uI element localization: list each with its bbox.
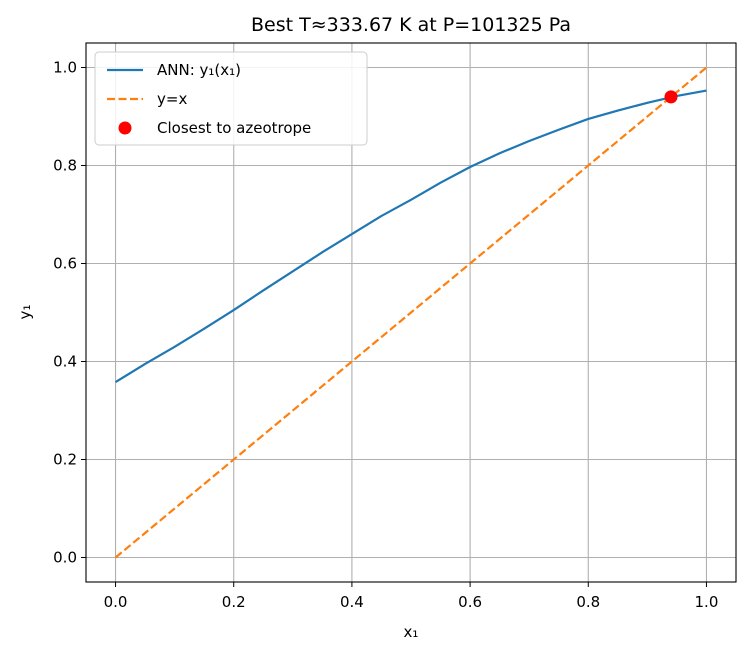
y-tick-label: 1.0 [53, 59, 77, 77]
series-line-1 [114, 66, 708, 559]
scatter-point [664, 90, 678, 104]
y-tick-label: 0.6 [53, 255, 77, 273]
legend-box [94, 51, 368, 146]
legend-entry-label: ANN: y₁(x₁) [157, 61, 241, 79]
axes: 0.0 0.2 0.4 0.6 0.8 1.0 0.0 0.2 0.4 0.6 0.8 1.0 [53, 59, 718, 612]
series-line-0 [114, 89, 707, 384]
plot-frame [85, 42, 737, 583]
x-axis-label: x₁ [404, 623, 419, 641]
x-tick-label: 0.6 [458, 593, 482, 611]
x-tick-label: 0.4 [340, 593, 364, 611]
x-tick-label: 0.8 [576, 593, 600, 611]
x-tick-label: 0.0 [104, 593, 128, 611]
plot-area [114, 66, 708, 559]
legend-entry-label: y=x [157, 90, 187, 108]
y-tick-label: 0.0 [53, 549, 77, 567]
y-tick-label: 0.4 [53, 353, 77, 371]
y-axis-label: y₁ [16, 305, 34, 320]
y-tick-label: 0.8 [53, 157, 77, 175]
y-tick-label: 0.2 [53, 451, 77, 469]
x-tick-label: 1.0 [695, 593, 719, 611]
legend-entry-label: Closest to azeotrope [157, 119, 311, 137]
chart-title: Best T≈333.67 K at P=101325 Pa [251, 14, 571, 36]
legend: ANN: y₁(x₁) y=x Closest to azeotrope [94, 51, 368, 146]
x-tick-label: 0.2 [222, 593, 246, 611]
legend-swatch-marker [118, 121, 132, 135]
